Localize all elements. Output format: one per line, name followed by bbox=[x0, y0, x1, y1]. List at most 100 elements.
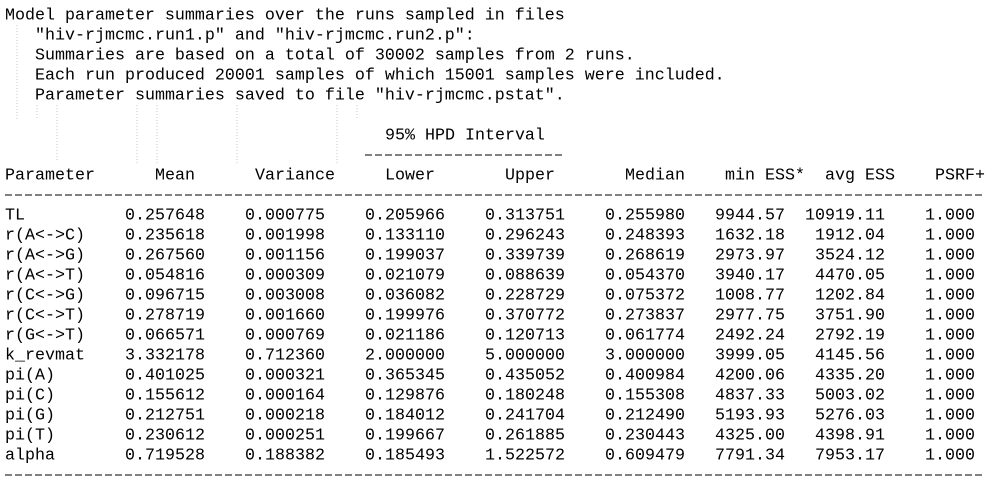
cell-value: 0.061774 bbox=[605, 326, 685, 345]
cell-value: 0.719528 bbox=[125, 446, 205, 465]
cell-value: 0.370772 bbox=[485, 306, 565, 325]
cell-value: 0.199037 bbox=[365, 246, 445, 265]
cell-value: 1.000 bbox=[925, 446, 975, 465]
cell-value: 0.435052 bbox=[485, 366, 565, 385]
info-line: "hiv-rjmcmc.run1.p" and "hiv-rjmcmc.run2… bbox=[35, 26, 475, 45]
cell-value: 0.003008 bbox=[245, 286, 325, 305]
cell-value: 0.133110 bbox=[365, 226, 445, 245]
parameter-name: pi(A) bbox=[5, 366, 55, 385]
cell-value: 1008.77 bbox=[715, 286, 785, 305]
cell-value: 0.054816 bbox=[125, 266, 205, 285]
cell-value: 1.000 bbox=[925, 346, 975, 365]
cell-value: 0.199667 bbox=[365, 426, 445, 445]
cell-value: 0.155308 bbox=[605, 386, 685, 405]
cell-value: 0.000775 bbox=[245, 206, 325, 225]
cell-value: 0.021186 bbox=[365, 326, 445, 345]
cell-value: 5276.03 bbox=[815, 406, 885, 425]
info-line: Summaries are based on a total of 30002 … bbox=[35, 46, 635, 65]
cell-value: 7791.34 bbox=[715, 446, 785, 465]
cell-value: 0.235618 bbox=[125, 226, 205, 245]
cell-value: 0.212490 bbox=[605, 406, 685, 425]
cell-value: 0.075372 bbox=[605, 286, 685, 305]
cell-value: 0.261885 bbox=[485, 426, 565, 445]
cell-value: 1.000 bbox=[925, 286, 975, 305]
cell-value: 0.255980 bbox=[605, 206, 685, 225]
cell-value: 3940.17 bbox=[715, 266, 785, 285]
cell-value: 0.155612 bbox=[125, 386, 205, 405]
cell-value: 2492.24 bbox=[715, 326, 785, 345]
cell-value: 0.000321 bbox=[245, 366, 325, 385]
cell-value: 4398.91 bbox=[815, 426, 885, 445]
cell-value: 1.000 bbox=[925, 426, 975, 445]
cell-value: 0.257648 bbox=[125, 206, 205, 225]
info-line: Model parameter summaries over the runs … bbox=[5, 6, 565, 25]
parameter-name: TL bbox=[5, 206, 25, 225]
cell-value: 0.000164 bbox=[245, 386, 325, 405]
group-header: 95% HPD Interval bbox=[385, 126, 545, 145]
cell-value: 1912.04 bbox=[815, 226, 885, 245]
column-header: Upper bbox=[505, 166, 555, 185]
cell-value: 0.339739 bbox=[485, 246, 565, 265]
cell-value: 1202.84 bbox=[815, 286, 885, 305]
cell-value: 0.212751 bbox=[125, 406, 205, 425]
cell-value: 3.000000 bbox=[605, 346, 685, 365]
cell-value: 0.273837 bbox=[605, 306, 685, 325]
cell-value: 5003.02 bbox=[815, 386, 885, 405]
cell-value: 1.000 bbox=[925, 246, 975, 265]
cell-value: 4200.06 bbox=[715, 366, 785, 385]
parameter-name: pi(G) bbox=[5, 406, 55, 425]
column-header: Lower bbox=[385, 166, 435, 185]
cell-value: 1.000 bbox=[925, 406, 975, 425]
cell-value: 1.000 bbox=[925, 386, 975, 405]
cell-value: 1.000 bbox=[925, 226, 975, 245]
cell-value: 0.184012 bbox=[365, 406, 445, 425]
cell-value: 3751.90 bbox=[815, 306, 885, 325]
cell-value: 0.188382 bbox=[245, 446, 325, 465]
cell-value: 0.129876 bbox=[365, 386, 445, 405]
cell-value: 0.088639 bbox=[485, 266, 565, 285]
cell-value: 0.000251 bbox=[245, 426, 325, 445]
cell-value: 0.248393 bbox=[605, 226, 685, 245]
parameter-name: alpha bbox=[5, 446, 55, 465]
cell-value: 0.241704 bbox=[485, 406, 565, 425]
cell-value: 0.199976 bbox=[365, 306, 445, 325]
column-header: Median bbox=[625, 166, 685, 185]
cell-value: 0.021079 bbox=[365, 266, 445, 285]
cell-value: 0.230612 bbox=[125, 426, 205, 445]
cell-value: 10919.11 bbox=[805, 206, 885, 225]
cell-value: 0.313751 bbox=[485, 206, 565, 225]
parameter-name: r(A<->T) bbox=[5, 266, 85, 285]
cell-value: 0.000218 bbox=[245, 406, 325, 425]
column-header: Mean bbox=[155, 166, 195, 185]
cell-value: 0.296243 bbox=[485, 226, 565, 245]
cell-value: 4335.20 bbox=[815, 366, 885, 385]
parameter-name: r(C<->G) bbox=[5, 286, 85, 305]
column-header: avg ESS bbox=[825, 166, 895, 185]
cell-value: 1.000 bbox=[925, 326, 975, 345]
parameter-name: r(A<->C) bbox=[5, 226, 85, 245]
cell-value: 1632.18 bbox=[715, 226, 785, 245]
column-header: Variance bbox=[255, 166, 335, 185]
column-header: Parameter bbox=[5, 166, 95, 185]
cell-value: 0.120713 bbox=[485, 326, 565, 345]
cell-value: 7953.17 bbox=[815, 446, 885, 465]
cell-value: 4837.33 bbox=[715, 386, 785, 405]
cell-value: 0.609479 bbox=[605, 446, 685, 465]
column-header: PSRF+ bbox=[935, 166, 985, 185]
cell-value: 4145.56 bbox=[815, 346, 885, 365]
parameter-name: r(C<->T) bbox=[5, 306, 85, 325]
cell-value: 0.401025 bbox=[125, 366, 205, 385]
parameter-name: k_revmat bbox=[5, 346, 85, 365]
cell-value: 0.036082 bbox=[365, 286, 445, 305]
cell-value: 1.000 bbox=[925, 306, 975, 325]
cell-value: 0.228729 bbox=[485, 286, 565, 305]
cell-value: 4325.00 bbox=[715, 426, 785, 445]
cell-value: 0.712360 bbox=[245, 346, 325, 365]
parameter-name: r(G<->T) bbox=[5, 326, 85, 345]
cell-value: 0.066571 bbox=[125, 326, 205, 345]
cell-value: 1.000 bbox=[925, 266, 975, 285]
parameter-name: r(A<->G) bbox=[5, 246, 85, 265]
parameter-name: pi(C) bbox=[5, 386, 55, 405]
cell-value: 4470.05 bbox=[815, 266, 885, 285]
cell-value: 0.000309 bbox=[245, 266, 325, 285]
